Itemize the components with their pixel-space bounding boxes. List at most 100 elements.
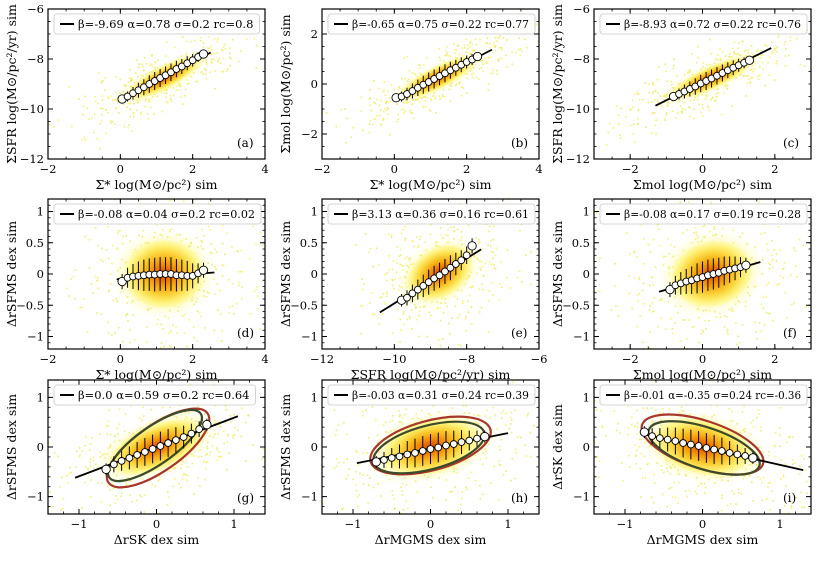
density-point <box>383 110 385 113</box>
density-point <box>791 436 794 438</box>
density-point <box>148 71 150 74</box>
density-point <box>510 423 512 425</box>
density-point <box>53 451 56 454</box>
density-point <box>488 225 491 228</box>
density-point <box>414 303 416 306</box>
x-tick-label: 0 <box>699 517 706 531</box>
density-point <box>359 472 361 475</box>
density-point <box>199 485 201 487</box>
density-point <box>356 496 359 498</box>
density-point <box>498 460 500 462</box>
density-point <box>773 455 776 458</box>
density-point <box>657 101 659 104</box>
density-point <box>163 352 165 354</box>
density-point <box>89 461 92 463</box>
density-point <box>478 259 481 262</box>
density-point <box>480 66 483 69</box>
density-point <box>247 414 249 416</box>
density-point <box>649 251 652 253</box>
density-point <box>513 363 515 365</box>
density-point <box>760 330 763 333</box>
density-point <box>716 59 719 61</box>
density-point <box>90 360 92 362</box>
density-point <box>752 70 754 73</box>
density-point <box>253 37 256 40</box>
density-point <box>746 82 749 85</box>
density-point <box>692 325 695 328</box>
density-point <box>202 46 205 48</box>
density-point <box>753 68 756 71</box>
density-point <box>179 84 182 87</box>
density-point <box>729 503 732 505</box>
density-point <box>489 46 492 49</box>
binned-point <box>465 436 474 445</box>
y-tick-label: 1 <box>311 390 318 404</box>
density-point <box>380 124 382 126</box>
density-point <box>196 80 199 83</box>
density-point <box>782 476 785 478</box>
density-point <box>756 337 758 340</box>
density-point <box>474 421 477 423</box>
density-point <box>812 23 814 25</box>
density-point <box>482 63 484 65</box>
density-point <box>665 70 667 73</box>
density-point <box>186 466 189 468</box>
density-point <box>369 247 372 250</box>
density-point <box>154 231 156 234</box>
density-point <box>673 64 675 67</box>
density-point <box>410 111 412 114</box>
density-point <box>671 328 674 330</box>
density-point <box>422 305 425 308</box>
density-point <box>219 425 222 428</box>
legend-frame <box>327 203 536 225</box>
density-point <box>771 319 774 322</box>
binned-point <box>198 265 209 275</box>
density-point <box>701 103 704 106</box>
density-point <box>369 119 372 122</box>
density-point <box>491 51 494 54</box>
density-point <box>172 199 174 201</box>
density-point <box>773 249 776 251</box>
density-point <box>515 451 517 454</box>
density-point <box>415 307 417 309</box>
density-point <box>702 331 705 334</box>
density-point <box>478 241 481 243</box>
density-point <box>751 64 754 67</box>
density-point <box>401 483 404 485</box>
density-point <box>784 64 786 67</box>
density-point <box>402 269 404 271</box>
density-point <box>128 431 131 434</box>
density-point <box>713 62 716 65</box>
density-point <box>804 65 806 67</box>
density-point <box>382 118 385 121</box>
density-point <box>229 56 231 59</box>
density-point <box>107 321 109 324</box>
density-point <box>109 504 111 507</box>
density-point <box>772 258 774 261</box>
density-point <box>731 105 734 108</box>
density-point <box>709 63 711 66</box>
density-point <box>479 446 481 449</box>
density-point <box>137 101 139 104</box>
density-point <box>140 74 142 77</box>
y-tick-label: 1 <box>37 205 44 219</box>
density-point <box>472 285 475 288</box>
density-point <box>90 495 92 498</box>
x-tick-label: −10 <box>382 352 406 366</box>
density-point <box>476 272 478 275</box>
density-point <box>743 405 745 407</box>
density-point <box>485 457 488 459</box>
density-point <box>181 314 184 317</box>
legend-text: β=3.13 α=0.36 σ=0.16 rc=0.61 <box>352 207 529 221</box>
density-point <box>464 318 467 320</box>
y-axis-label: ΔrSFMS dex sim <box>550 221 565 327</box>
density-point <box>721 235 723 237</box>
density-point <box>532 424 535 427</box>
density-point <box>209 454 211 457</box>
density-point <box>137 66 140 68</box>
density-point <box>763 324 766 326</box>
binned-point <box>195 425 203 433</box>
density-point <box>714 233 717 235</box>
density-point <box>100 107 102 109</box>
panel-label: (e) <box>511 326 527 340</box>
